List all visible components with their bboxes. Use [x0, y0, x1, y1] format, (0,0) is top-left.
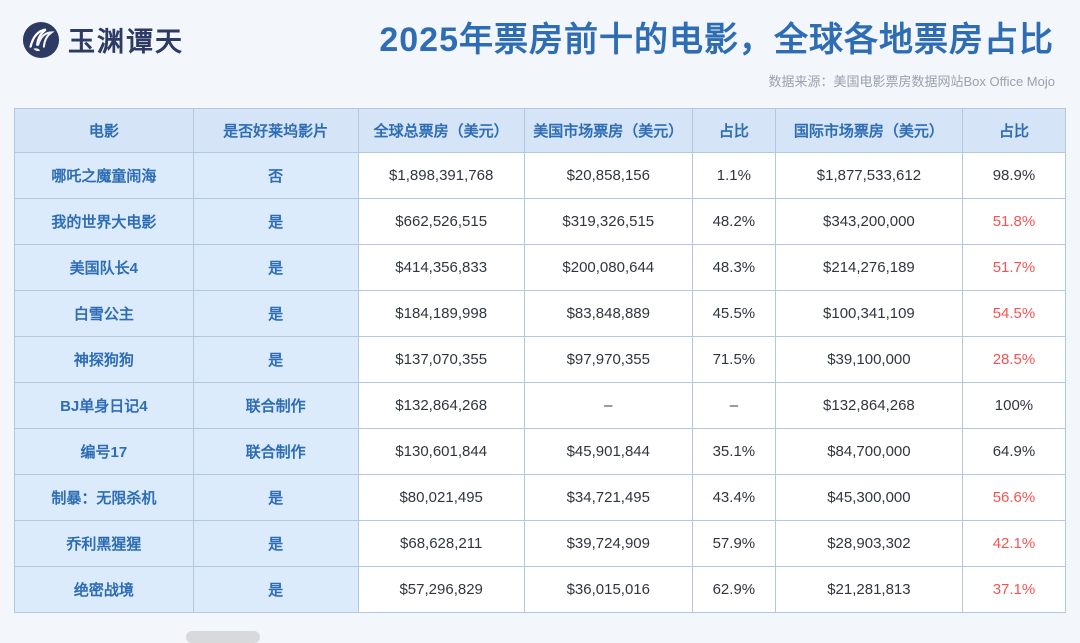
us-share-cell: 45.5%	[691, 290, 776, 337]
column-header-us-share: 占比	[691, 108, 776, 153]
global-box-office-cell: $137,070,355	[357, 336, 525, 383]
us-share-cell: 48.2%	[691, 198, 776, 245]
data-source-note: 数据来源：美国电影票房数据网站Box Office Mojo	[768, 74, 1055, 89]
us-box-office-cell: $319,326,515	[523, 198, 693, 245]
column-header-intl-share: 占比	[961, 108, 1067, 153]
hollywood-cell: 是	[192, 244, 359, 291]
us-box-office-cell: $83,848,889	[523, 290, 693, 337]
column-header-intl-box-office: 国际市场票房（美元）	[774, 108, 963, 153]
intl-share-cell: 42.1%	[961, 520, 1067, 567]
global-box-office-cell: $130,601,844	[357, 428, 525, 475]
global-box-office-cell: $80,021,495	[357, 474, 525, 521]
hollywood-cell: 否	[192, 152, 359, 199]
hollywood-cell: 是	[192, 290, 359, 337]
intl-box-office-cell: $39,100,000	[774, 336, 963, 383]
column-header-hollywood: 是否好莱坞影片	[192, 108, 359, 153]
global-box-office-cell: $57,296,829	[357, 566, 525, 613]
us-share-cell: 62.9%	[691, 566, 776, 613]
global-box-office-cell: $1,898,391,768	[357, 152, 525, 199]
intl-box-office-cell: $214,276,189	[774, 244, 963, 291]
us-share-cell: 48.3%	[691, 244, 776, 291]
movie-cell: 美国队长4	[14, 244, 194, 291]
global-box-office-cell: $662,526,515	[357, 198, 525, 245]
page-title: 2025年票房前十的电影，全球各地票房占比	[379, 21, 1054, 59]
global-box-office-cell: $184,189,998	[357, 290, 525, 337]
movie-cell: 绝密战境	[14, 566, 194, 613]
intl-box-office-cell: $28,903,302	[774, 520, 963, 567]
global-box-office-cell: $132,864,268	[357, 382, 525, 429]
wave-swirl-logo-icon	[22, 21, 60, 58]
intl-share-cell: 56.6%	[961, 474, 1067, 521]
intl-share-cell: 51.8%	[961, 198, 1067, 245]
movie-cell: BJ单身日记4	[14, 382, 194, 429]
intl-box-office-cell: $45,300,000	[774, 474, 963, 521]
hollywood-cell: 联合制作	[192, 382, 359, 429]
intl-box-office-cell: $84,700,000	[774, 428, 963, 475]
us-box-office-cell: $45,901,844	[523, 428, 693, 475]
us-box-office-cell: $20,858,156	[523, 152, 693, 199]
movie-cell: 制暴：无限杀机	[14, 474, 194, 521]
table-row: 我的世界大电影是 $662,526,515 $319,326,515 48.2% $34…	[14, 198, 1067, 245]
intl-share-cell: 98.9%	[961, 152, 1067, 199]
us-share-cell: –	[691, 382, 776, 429]
intl-box-office-cell: $343,200,000	[774, 198, 963, 245]
partial-bottom-element	[186, 631, 260, 643]
us-share-cell: 43.4%	[691, 474, 776, 521]
table-row: 乔利黑猩猩是 $68,628,211 $39,724,909 57.9% $28,903…	[14, 520, 1067, 567]
intl-share-cell: 37.1%	[961, 566, 1067, 613]
table-row: 编号17 联合制作 $130,601,844 $45,901,844 35.1% $84,…	[14, 428, 1067, 475]
intl-share-cell: 51.7%	[961, 244, 1067, 291]
table-row: 神探狗狗是 $137,070,355 $97,970,355 71.5% $39,100…	[14, 336, 1067, 383]
global-box-office-cell: $68,628,211	[357, 520, 525, 567]
movie-cell: 我的世界大电影	[14, 198, 194, 245]
us-share-cell: 57.9%	[691, 520, 776, 567]
us-share-cell: 71.5%	[691, 336, 776, 383]
intl-box-office-cell: $100,341,109	[774, 290, 963, 337]
movie-cell: 乔利黑猩猩	[14, 520, 194, 567]
intl-share-cell: 64.9%	[961, 428, 1067, 475]
hollywood-cell: 是	[192, 520, 359, 567]
intl-share-cell: 54.5%	[961, 290, 1067, 337]
us-box-office-cell: $34,721,495	[523, 474, 693, 521]
us-box-office-cell: $200,080,644	[523, 244, 693, 291]
box-office-table: 电影 是否好莱坞影片 全球总票房（美元） 美国市场票房（美元） 占比 国际市场票…	[14, 108, 1067, 613]
intl-box-office-cell: $1,877,533,612	[774, 152, 963, 199]
us-share-cell: 1.1%	[691, 152, 776, 199]
table-row: 美国队长4 是 $414,356,833 $200,080,644 48.3% $214,…	[14, 244, 1067, 291]
column-header-global-box-office: 全球总票房（美元）	[357, 108, 525, 153]
hollywood-cell: 是	[192, 198, 359, 245]
movie-cell: 编号17	[14, 428, 194, 475]
table-row: 白雪公主是 $184,189,998 $83,848,889 45.5% $100,34…	[14, 290, 1067, 337]
us-box-office-cell: –	[523, 382, 693, 429]
movie-cell: 白雪公主	[14, 290, 194, 337]
global-box-office-cell: $414,356,833	[357, 244, 525, 291]
column-header-movie: 电影	[14, 108, 194, 153]
brand-logo: 玉渊谭天	[22, 20, 184, 59]
box-office-table-body: 哪吒之魔童闹海否 $1,898,391,768 $20,858,156 1.1% $1,…	[14, 152, 1067, 613]
us-box-office-cell: $97,970,355	[523, 336, 693, 383]
hollywood-cell: 联合制作	[192, 428, 359, 475]
table-row: 哪吒之魔童闹海否 $1,898,391,768 $20,858,156 1.1% $1,…	[14, 152, 1067, 199]
table-row: 绝密战境是 $57,296,829 $36,015,016 62.9% $21,281,…	[14, 566, 1067, 613]
hollywood-cell: 是	[192, 566, 359, 613]
hollywood-cell: 是	[192, 336, 359, 383]
table-header-row: 电影 是否好莱坞影片 全球总票房（美元） 美国市场票房（美元） 占比 国际市场票…	[14, 108, 1067, 153]
movie-cell: 神探狗狗	[14, 336, 194, 383]
us-box-office-cell: $36,015,016	[523, 566, 693, 613]
intl-share-cell: 100%	[961, 382, 1067, 429]
intl-share-cell: 28.5%	[961, 336, 1067, 383]
us-share-cell: 35.1%	[691, 428, 776, 475]
brand-logo-text: 玉渊谭天	[68, 27, 184, 57]
intl-box-office-cell: $21,281,813	[774, 566, 963, 613]
column-header-us-box-office: 美国市场票房（美元）	[523, 108, 693, 153]
intl-box-office-cell: $132,864,268	[774, 382, 963, 429]
us-box-office-cell: $39,724,909	[523, 520, 693, 567]
movie-cell: 哪吒之魔童闹海	[14, 152, 194, 199]
table-row: BJ单身日记4 联合制作 $132,864,268– – $132,864,268 100…	[14, 382, 1067, 429]
hollywood-cell: 是	[192, 474, 359, 521]
table-row: 制暴：无限杀机是 $80,021,495 $34,721,495 43.4% $45,3…	[14, 474, 1067, 521]
